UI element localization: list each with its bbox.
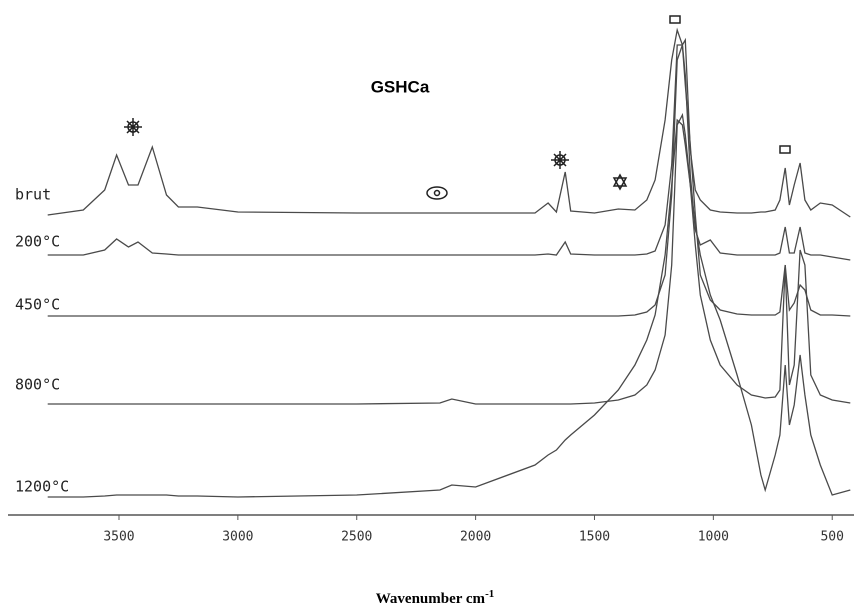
spectrum-line <box>47 27 851 218</box>
marker-star <box>124 118 142 136</box>
marker-square <box>779 145 791 154</box>
x-tick-label: 2500 <box>341 530 372 545</box>
series-label: 1200°C <box>15 478 69 496</box>
x-axis-label-superscript: -1 <box>485 588 494 600</box>
series-label: 800°C <box>15 376 60 394</box>
marker-circle <box>426 186 448 200</box>
marker-hexagram <box>612 173 628 191</box>
marker-square <box>669 15 681 24</box>
x-tick-label: 500 <box>820 530 843 545</box>
spectrum-line <box>47 118 851 498</box>
x-axis-label: Wavenumber cm-1 <box>376 588 494 608</box>
x-tick-label: 1500 <box>579 530 610 545</box>
spectrum-line <box>47 44 851 261</box>
spectrum-line <box>47 44 851 317</box>
x-tick-label: 3500 <box>103 530 134 545</box>
series-label: 200°C <box>15 233 60 251</box>
x-axis-label-main: Wavenumber cm <box>376 591 486 607</box>
chart-title: GSHCa <box>371 77 430 96</box>
marker-star <box>551 151 569 169</box>
x-tick-label: 2000 <box>460 530 491 545</box>
band-markers <box>124 15 791 200</box>
series-label: brut <box>15 186 51 204</box>
x-tick-label: 3000 <box>222 530 253 545</box>
x-tick-label: 1000 <box>698 530 729 545</box>
series-label: 450°C <box>15 296 60 314</box>
spectrum-line <box>47 112 851 405</box>
